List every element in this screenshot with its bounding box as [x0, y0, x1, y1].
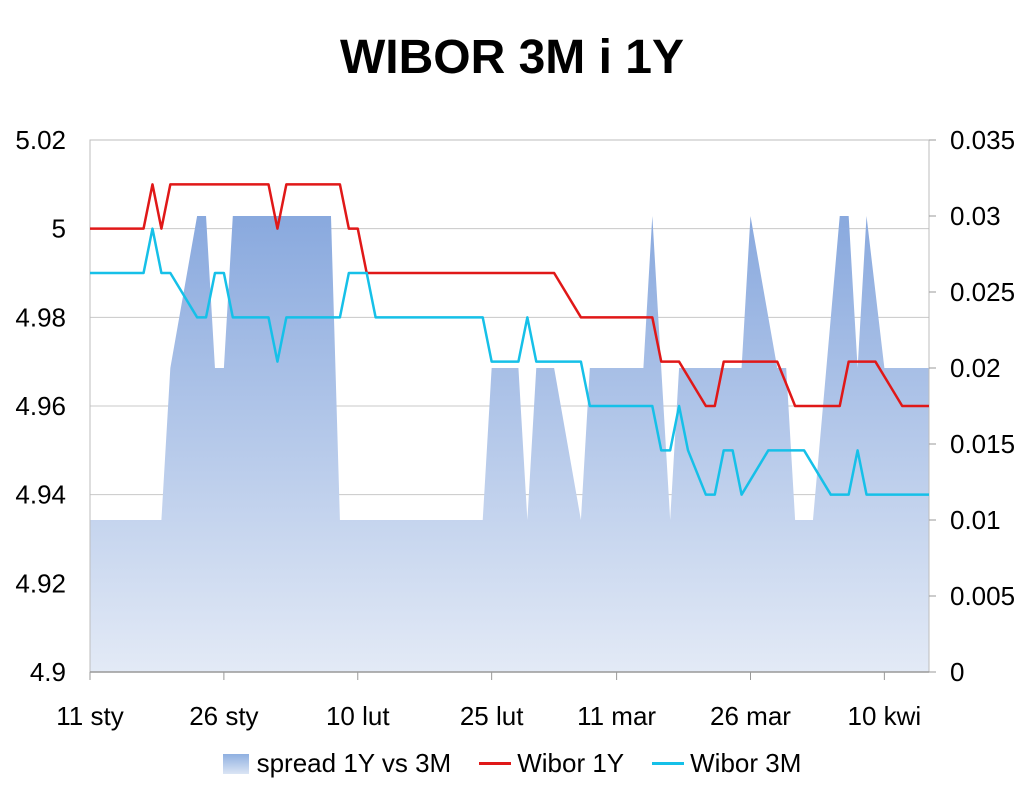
right-tick-label: 0.035 [950, 125, 1015, 155]
x-tick-label: 11 mar [577, 701, 656, 731]
x-tick-label: 25 lut [460, 701, 524, 731]
right-tick-label: 0.005 [950, 581, 1015, 611]
x-tick-label: 10 lut [326, 701, 390, 731]
legend-label-wibor-3m: Wibor 3M [690, 748, 802, 778]
left-tick-label: 4.98 [15, 302, 66, 332]
x-axis: 11 sty 26 sty 10 lut 25 lut 11 mar 26 mar 10 k… [56, 672, 921, 731]
wibor-1y-line [90, 183, 929, 408]
wibor-3m-line [90, 227, 929, 496]
spread-area [90, 216, 929, 672]
legend-item-spread: spread 1Y vs 3M [222, 748, 452, 779]
wibor-3m-swatch-icon [652, 762, 685, 765]
chart-title: WIBOR 3M i 1Y [339, 31, 685, 84]
right-tick-label: 0.01 [950, 505, 1001, 535]
wibor-1y-swatch-icon [479, 762, 512, 765]
legend-label-spread: spread 1Y vs 3M [256, 748, 452, 778]
right-y-axis: 0 0.005 0.01 0.015 0.02 0.025 0.03 0.035 [929, 125, 1015, 687]
right-tick-label: 0.025 [950, 277, 1015, 307]
legend: spread 1Y vs 3M Wibor 1Y Wibor 3M [0, 748, 1024, 779]
left-tick-label: 4.94 [15, 480, 66, 510]
right-tick-label: 0 [950, 657, 964, 687]
x-tick-label: 26 mar [710, 701, 791, 731]
left-tick-label: 5.02 [15, 125, 66, 155]
right-tick-label: 0.015 [950, 429, 1015, 459]
right-tick-label: 0.03 [950, 201, 1001, 231]
x-tick-label: 26 sty [189, 701, 258, 731]
legend-item-wibor-3m: Wibor 3M [652, 748, 801, 779]
left-tick-label: 5 [52, 214, 66, 244]
legend-item-wibor-1y: Wibor 1Y [479, 748, 624, 779]
lines-layer [90, 183, 929, 496]
left-tick-label: 4.92 [15, 568, 66, 598]
spread-area-layer [90, 216, 929, 672]
left-tick-label: 4.96 [15, 391, 66, 421]
left-y-axis: 4.9 4.92 4.94 4.96 4.98 5 5.02 [15, 125, 66, 687]
x-tick-label: 10 kwi [848, 701, 922, 731]
x-tick-label: 11 sty [56, 701, 123, 731]
left-tick-label: 4.9 [30, 657, 66, 687]
right-tick-label: 0.02 [950, 353, 1001, 383]
legend-label-wibor-1y: Wibor 1Y [517, 748, 625, 778]
spread-swatch-icon [222, 753, 249, 774]
